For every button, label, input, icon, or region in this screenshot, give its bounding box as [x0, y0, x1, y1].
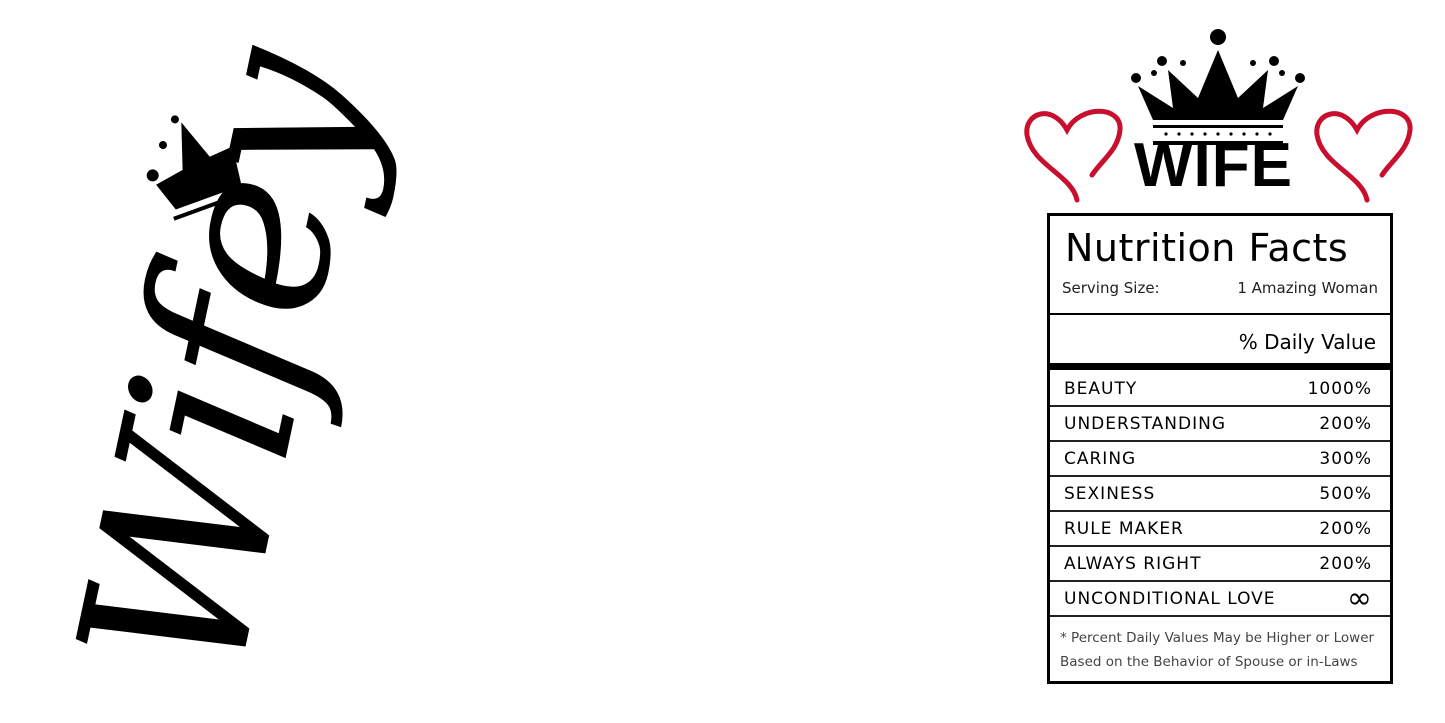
nutrient-row: UNCONDITIONAL LOVE ∞: [1050, 581, 1390, 617]
heart-icon: [1314, 108, 1413, 203]
footnote: * Percent Daily Values May be Higher or …: [1060, 626, 1374, 674]
footnote-line: * Percent Daily Values May be Higher or …: [1060, 630, 1375, 646]
nutrient-value: 200%: [1319, 553, 1372, 574]
nutrient-name: RULE MAKER: [1064, 518, 1184, 539]
wife-title: WIFE: [1134, 131, 1293, 200]
nutrient-name: UNCONDITIONAL LOVE: [1064, 588, 1276, 609]
nutrition-facts-label: Nutrition Facts Serving Size: 1 Amazing …: [1047, 213, 1393, 684]
nutrient-row: SEXINESS 500%: [1050, 477, 1390, 512]
nutrient-name: BEAUTY: [1064, 378, 1138, 399]
nutrient-name: CARING: [1064, 448, 1137, 469]
nutrient-name: SEXINESS: [1064, 483, 1156, 504]
serving-value: 1 Amazing Woman: [1237, 279, 1378, 297]
nutrient-name: ALWAYS RIGHT: [1064, 553, 1202, 574]
nutrient-value: 200%: [1319, 413, 1372, 434]
serving-size: Serving Size: 1 Amazing Woman: [1062, 279, 1378, 297]
nutrient-name: UNDERSTANDING: [1064, 413, 1226, 434]
nutrient-row: ALWAYS RIGHT 200%: [1050, 547, 1390, 582]
nutrient-row: CARING 300%: [1050, 442, 1390, 477]
daily-value-header: % Daily Value: [1238, 330, 1376, 354]
crown-icon: [1131, 29, 1305, 145]
nutrient-row: BEAUTY 1000%: [1050, 372, 1390, 407]
nutrient-rows: BEAUTY 1000% UNDERSTANDING 200% CARING 300%…: [1050, 372, 1390, 617]
nutrient-row: RULE MAKER 200%: [1050, 512, 1390, 547]
infinity-icon: ∞: [1347, 581, 1372, 616]
label-heading: Nutrition Facts: [1065, 226, 1349, 270]
serving-label: Serving Size:: [1062, 279, 1160, 297]
footnote-line: Based on the Behavior of Spouse or in-La…: [1060, 654, 1358, 670]
divider: [1050, 313, 1390, 315]
nutrient-value: 200%: [1319, 518, 1372, 539]
nutrient-value: 500%: [1319, 483, 1372, 504]
crown-icon: [146, 115, 250, 221]
heart-icon: [1024, 108, 1123, 203]
nutrient-value: 1000%: [1307, 378, 1372, 399]
nutrient-value: 300%: [1319, 448, 1372, 469]
nutrient-row: UNDERSTANDING 200%: [1050, 407, 1390, 442]
thick-divider: [1050, 363, 1390, 370]
